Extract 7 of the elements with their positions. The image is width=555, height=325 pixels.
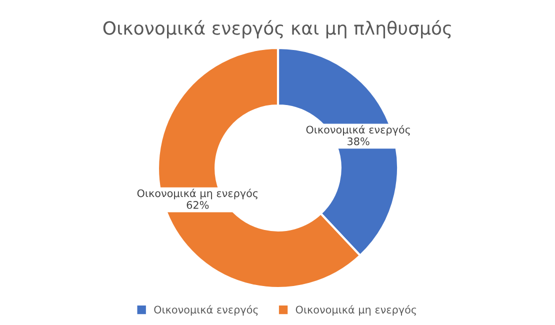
slice-label: Οικονομικά ενεργός	[306, 125, 410, 136]
chart-title: Οικονομικά ενεργός και μη πληθυσμός	[103, 20, 451, 38]
data-label: 38%	[348, 137, 370, 146]
legend-label: Οικονομικά μη ενεργός	[296, 305, 416, 316]
data-label: 62%	[186, 201, 209, 209]
legend-label: Οικονομικά ενεργός	[154, 305, 258, 316]
slice-label: Οικονομικά μη ενεργός	[137, 188, 258, 200]
